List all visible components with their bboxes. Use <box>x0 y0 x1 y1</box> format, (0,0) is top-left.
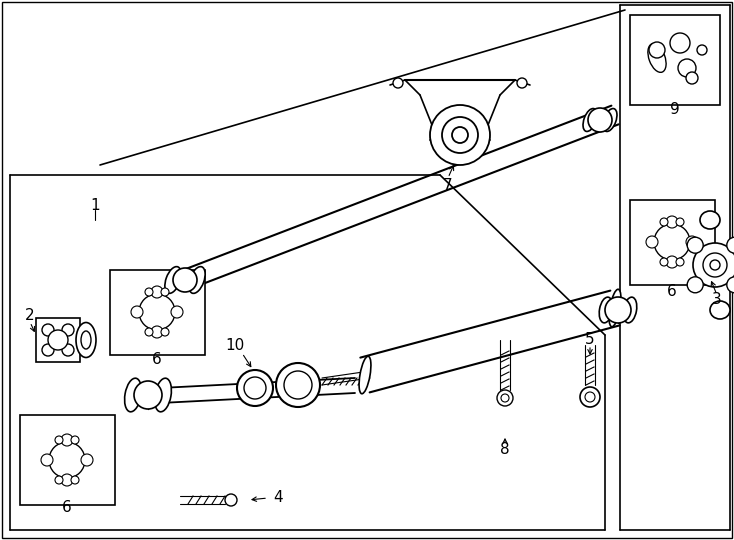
Text: 4: 4 <box>273 490 283 505</box>
Circle shape <box>666 216 678 228</box>
Ellipse shape <box>81 331 91 349</box>
Circle shape <box>134 381 162 409</box>
Text: 2: 2 <box>25 307 34 322</box>
Circle shape <box>139 294 175 330</box>
Ellipse shape <box>676 218 684 226</box>
Circle shape <box>727 237 734 253</box>
Circle shape <box>693 243 734 287</box>
Ellipse shape <box>623 297 637 323</box>
Circle shape <box>62 324 74 336</box>
Circle shape <box>580 387 600 407</box>
Circle shape <box>61 474 73 486</box>
Circle shape <box>49 442 85 478</box>
Circle shape <box>430 105 490 165</box>
Bar <box>110 270 205 355</box>
Circle shape <box>585 392 595 402</box>
Ellipse shape <box>161 288 169 296</box>
Text: 1: 1 <box>90 198 100 213</box>
Circle shape <box>151 286 163 298</box>
Ellipse shape <box>145 288 153 296</box>
Ellipse shape <box>359 356 371 394</box>
Ellipse shape <box>145 328 153 336</box>
Circle shape <box>710 260 720 270</box>
Circle shape <box>646 236 658 248</box>
Ellipse shape <box>676 258 684 266</box>
Ellipse shape <box>71 436 79 444</box>
Ellipse shape <box>599 297 613 323</box>
Circle shape <box>131 306 143 318</box>
Ellipse shape <box>55 476 63 484</box>
Circle shape <box>649 42 665 58</box>
Ellipse shape <box>700 211 720 229</box>
Circle shape <box>605 297 631 323</box>
Text: 9: 9 <box>670 103 680 118</box>
Ellipse shape <box>583 109 597 131</box>
Circle shape <box>670 33 690 53</box>
Ellipse shape <box>125 378 142 412</box>
Ellipse shape <box>710 301 730 319</box>
Text: 5: 5 <box>585 333 595 348</box>
Circle shape <box>452 127 468 143</box>
Bar <box>20 415 115 505</box>
Circle shape <box>654 224 690 260</box>
Ellipse shape <box>686 72 698 84</box>
Ellipse shape <box>648 44 666 72</box>
Circle shape <box>442 117 478 153</box>
Bar <box>630 200 715 285</box>
Circle shape <box>703 253 727 277</box>
Circle shape <box>42 324 54 336</box>
Circle shape <box>81 454 93 466</box>
Ellipse shape <box>660 258 668 266</box>
Circle shape <box>62 344 74 356</box>
Circle shape <box>588 108 612 132</box>
Circle shape <box>687 277 703 293</box>
Circle shape <box>666 256 678 268</box>
Circle shape <box>678 59 696 77</box>
Circle shape <box>171 306 183 318</box>
Ellipse shape <box>660 218 668 226</box>
Text: 8: 8 <box>500 442 510 457</box>
Ellipse shape <box>76 322 96 357</box>
Circle shape <box>517 78 527 88</box>
Circle shape <box>393 78 403 88</box>
Circle shape <box>276 363 320 407</box>
Ellipse shape <box>71 476 79 484</box>
Text: 6: 6 <box>152 353 162 368</box>
Ellipse shape <box>189 267 205 293</box>
Ellipse shape <box>603 109 617 131</box>
Circle shape <box>244 377 266 399</box>
Ellipse shape <box>155 378 172 412</box>
Ellipse shape <box>55 436 63 444</box>
Ellipse shape <box>697 45 707 55</box>
Circle shape <box>686 236 698 248</box>
Text: 6: 6 <box>62 501 72 516</box>
Circle shape <box>727 277 734 293</box>
Text: 10: 10 <box>225 338 244 353</box>
Text: 3: 3 <box>712 293 722 307</box>
Circle shape <box>501 394 509 402</box>
Circle shape <box>151 326 163 338</box>
Text: 6: 6 <box>667 285 677 300</box>
Circle shape <box>284 371 312 399</box>
Ellipse shape <box>609 289 621 327</box>
Ellipse shape <box>161 328 169 336</box>
Circle shape <box>225 494 237 506</box>
Circle shape <box>497 390 513 406</box>
Circle shape <box>41 454 53 466</box>
Circle shape <box>61 434 73 446</box>
Ellipse shape <box>165 267 181 293</box>
Bar <box>630 15 720 105</box>
Circle shape <box>687 237 703 253</box>
Circle shape <box>237 370 273 406</box>
Circle shape <box>173 268 197 292</box>
Circle shape <box>48 330 68 350</box>
Bar <box>36 318 80 362</box>
Circle shape <box>42 344 54 356</box>
Text: 7: 7 <box>443 178 453 192</box>
